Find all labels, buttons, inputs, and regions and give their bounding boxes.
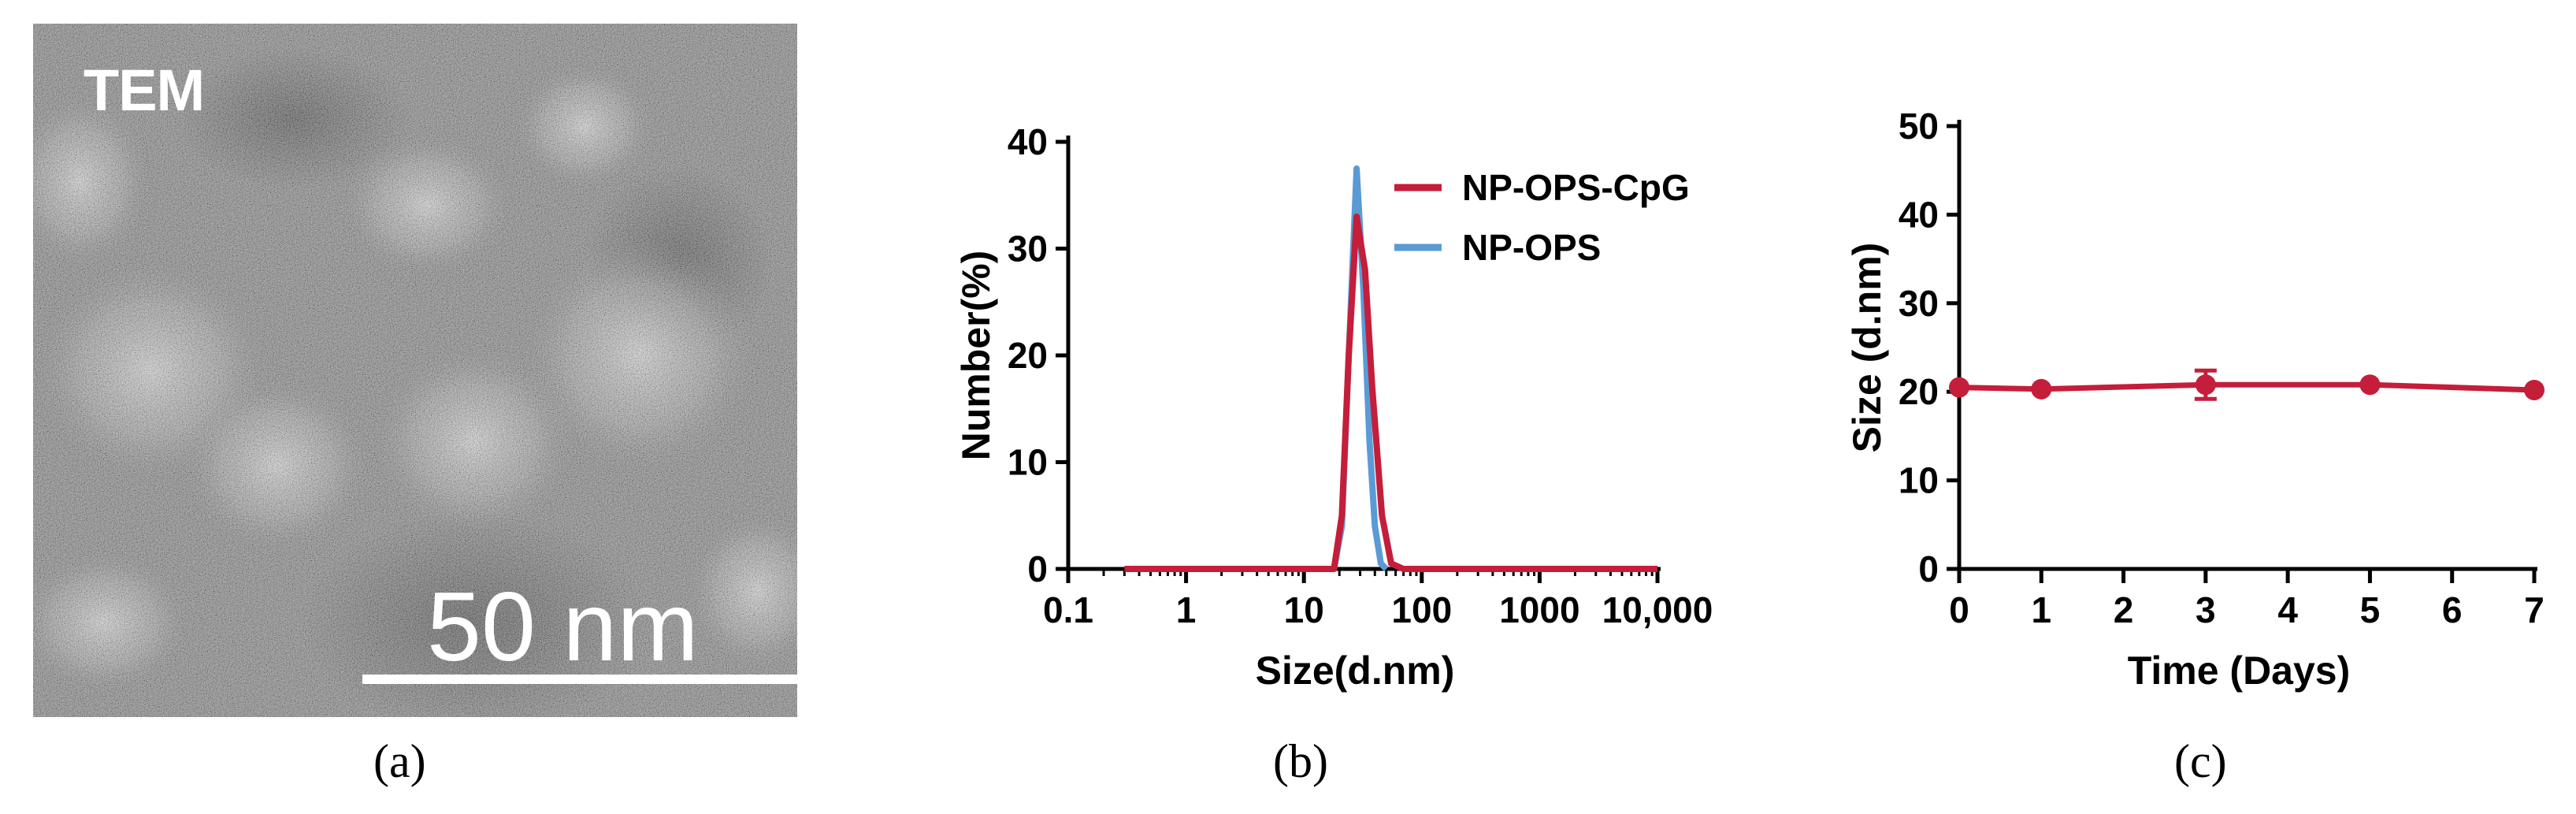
series-line-np-ops-cpg [1124, 213, 1657, 572]
tem-micrograph: TEM 50 nm [33, 24, 797, 717]
x-tick-label: 3 [2196, 589, 2216, 630]
data-point [2524, 379, 2544, 400]
y-tick-label: 10 [1899, 460, 1939, 501]
legend-label: NP-OPS-CpG [1462, 167, 1690, 208]
y-tick-label: 30 [1008, 229, 1048, 269]
x-tick-label: 10 [1284, 589, 1324, 630]
y-tick-label: 20 [1899, 371, 1939, 412]
x-tick-label: 1 [1176, 589, 1197, 630]
x-tick-label: 7 [2524, 589, 2544, 630]
legend-label: NP-OPS [1462, 227, 1601, 268]
data-point [2195, 374, 2216, 396]
data-point [2031, 378, 2052, 400]
x-tick-label: 0.1 [1043, 589, 1093, 630]
x-tick-label: 6 [2442, 589, 2463, 630]
tem-texture [33, 24, 797, 717]
data-point [1949, 377, 1969, 398]
scale-bar-label: 50 nm [427, 573, 699, 682]
x-axis-label: Size(d.nm) [1256, 649, 1455, 693]
y-tick-label: 20 [1008, 335, 1048, 376]
caption-c: (c) [2174, 735, 2227, 787]
tem-label: TEM [84, 58, 205, 123]
y-tick-label: 30 [1899, 283, 1939, 324]
y-tick-label: 40 [1008, 121, 1048, 162]
y-tick-label: 0 [1027, 548, 1048, 589]
x-tick-label: 5 [2360, 589, 2381, 630]
y-axis-label: Number(%) [954, 251, 998, 461]
x-tick-label: 1000 [1499, 589, 1579, 630]
y-tick-label: 40 [1899, 194, 1939, 235]
x-tick-label: 1 [2031, 589, 2051, 630]
y-axis-label: Size (d.nm) [1845, 243, 1889, 453]
scale-bar [362, 675, 797, 684]
x-tick-label: 10,000 [1602, 589, 1713, 630]
x-axis-label: Time (Days) [2128, 649, 2351, 693]
y-tick-label: 0 [1918, 548, 1939, 589]
x-tick-label: 0 [1949, 589, 1969, 630]
y-tick-label: 50 [1899, 106, 1939, 147]
x-tick-label: 100 [1391, 589, 1452, 630]
caption-b: (b) [1273, 735, 1328, 787]
caption-a: (a) [373, 735, 426, 787]
y-tick-label: 10 [1008, 442, 1048, 483]
x-tick-label: 2 [2114, 589, 2134, 630]
data-point [2359, 374, 2381, 396]
x-tick-label: 4 [2277, 589, 2298, 630]
